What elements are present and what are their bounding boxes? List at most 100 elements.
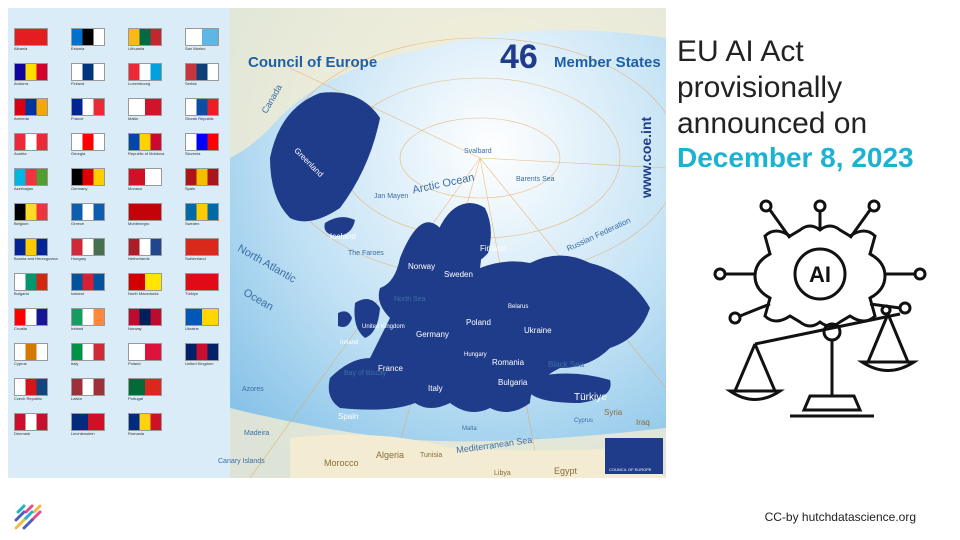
flag-icon <box>71 98 105 116</box>
map-title: Council of Europe <box>248 54 378 71</box>
flag-country-name: Bosnia and Herzegovina <box>14 256 58 261</box>
flag-poland: Poland <box>128 343 180 379</box>
flag-cyprus: Cyprus <box>14 343 66 379</box>
flag-country-name: France <box>71 116 84 121</box>
label-libya: Libya <box>494 470 511 477</box>
flag-germany: Germany <box>71 168 123 204</box>
flag-icon <box>14 168 48 186</box>
flag-icon <box>185 28 219 46</box>
flag-country-name: Estonia <box>71 46 85 51</box>
flag-icon <box>71 273 105 291</box>
flag-icon <box>185 133 219 151</box>
flag-country-name: Andorra <box>14 81 29 86</box>
label-romania: Romania <box>492 358 525 367</box>
flag-icon <box>185 308 219 326</box>
flag-icon <box>71 343 105 361</box>
flag-icon <box>185 343 219 361</box>
flag-france: France <box>71 98 123 134</box>
ai-justice-scale-icon: AI <box>713 199 927 418</box>
flag-netherlands: Netherlands <box>128 238 180 274</box>
flag-icon <box>128 238 162 256</box>
flag-country-name: Greece <box>71 221 85 226</box>
europe-landmass <box>328 208 650 412</box>
label-madeira: Madeira <box>244 430 270 437</box>
flag-icon <box>185 98 219 116</box>
flag-armenia: Armenia <box>14 98 66 134</box>
flag-country-name: Monaco <box>128 186 143 191</box>
flag-san-marino: San Marino <box>185 28 237 64</box>
flag-czech-republic: Czech Republic <box>14 378 66 414</box>
flag-icon <box>128 168 162 186</box>
flag-country-name: Latvia <box>71 396 82 401</box>
flag-croatia: Croatia <box>14 308 66 344</box>
label-algeria: Algeria <box>376 450 405 460</box>
flag-country-name: Croatia <box>14 326 27 331</box>
flag-switzerland: Switzerland <box>185 238 237 274</box>
flag-icon <box>14 343 48 361</box>
flag-denmark: Denmark <box>14 413 66 449</box>
flag-country-name: Lithuania <box>128 46 145 51</box>
label-black-sea: Black Sea <box>548 360 585 369</box>
flag-monaco: Monaco <box>128 168 180 204</box>
flag-country-name: Georgia <box>71 151 86 156</box>
flag-grid: Albania Andorra Armenia Austria Azerbaijan Be… <box>14 28 234 458</box>
flag-albania: Albania <box>14 28 66 64</box>
coe-badge-text: COUNCIL OF EUROPE <box>609 467 652 472</box>
flag-icon <box>14 63 48 81</box>
flag-icon <box>128 63 162 81</box>
flag-icon <box>71 203 105 221</box>
label-turkiye: Türkiye <box>574 392 607 403</box>
flag-country-name: Finland <box>71 81 85 86</box>
label-svalbard: Svalbard <box>464 148 492 155</box>
flag-luxembourg: Luxembourg <box>128 63 180 99</box>
flag-bulgaria: Bulgaria <box>14 273 66 309</box>
europe-map-illustration <box>230 8 666 478</box>
flag-georgia: Georgia <box>71 133 123 169</box>
flag-icon <box>128 28 162 46</box>
flag-azerbaijan: Azerbaijan <box>14 168 66 204</box>
label-malta: Malta <box>462 426 477 432</box>
flag-icon <box>128 308 162 326</box>
label-iraq: Iraq <box>636 418 650 427</box>
flag-icon <box>128 133 162 151</box>
announcement-date: December 8, 2023 <box>677 142 914 173</box>
label-sweden: Sweden <box>444 270 473 279</box>
flag-icon <box>71 63 105 81</box>
label-morocco: Morocco <box>324 458 359 468</box>
flag-country-name: San Marino <box>185 46 206 51</box>
flag-country-name: Switzerland <box>185 256 206 261</box>
credit-text: CC-by hutchdatascience.org <box>764 510 916 524</box>
flag-country-name: Ireland <box>71 326 84 331</box>
flag-portugal: Portugal <box>128 378 180 414</box>
label-faroes: The Faroes <box>348 250 384 257</box>
label-barents-sea: Barents Sea <box>516 176 555 183</box>
north-africa-shape <box>290 434 666 478</box>
flag-icon <box>128 413 162 431</box>
label-belarus: Belarus <box>508 304 529 310</box>
label-norway: Norway <box>408 262 436 271</box>
flag-country-name: Germany <box>71 186 88 191</box>
flag-belgium: Belgium <box>14 203 66 239</box>
flag-country-name: Norway <box>128 326 142 331</box>
member-states-label: Member States <box>554 54 661 71</box>
flag-finland: Finland <box>71 63 123 99</box>
flag-icon <box>185 273 219 291</box>
flag-icon <box>14 413 48 431</box>
flag-country-name: Czech Republic <box>14 396 43 401</box>
flag-hungary: Hungary <box>71 238 123 274</box>
flag-icon <box>128 98 162 116</box>
flag-country-name: Netherlands <box>128 256 150 261</box>
flag-country-name: Republic of Moldova <box>128 151 165 156</box>
flag-country-name: Serbia <box>185 81 197 86</box>
flag-country-name: Luxembourg <box>128 81 151 86</box>
flag-country-name: Türkiye <box>185 291 199 296</box>
flag-bosnia-and-herzegovina: Bosnia and Herzegovina <box>14 238 66 274</box>
flag-country-name: Romania <box>128 431 145 436</box>
label-bay-of-biscay: Bay of Biscay <box>344 370 387 377</box>
flag-spain: Spain <box>185 168 237 204</box>
flag-andorra: Andorra <box>14 63 66 99</box>
flag-country-name: Montenegro <box>128 221 150 226</box>
flag-icon <box>185 238 219 256</box>
flag-country-name: Cyprus <box>14 361 27 366</box>
label-tunisia: Tunisia <box>420 452 443 459</box>
